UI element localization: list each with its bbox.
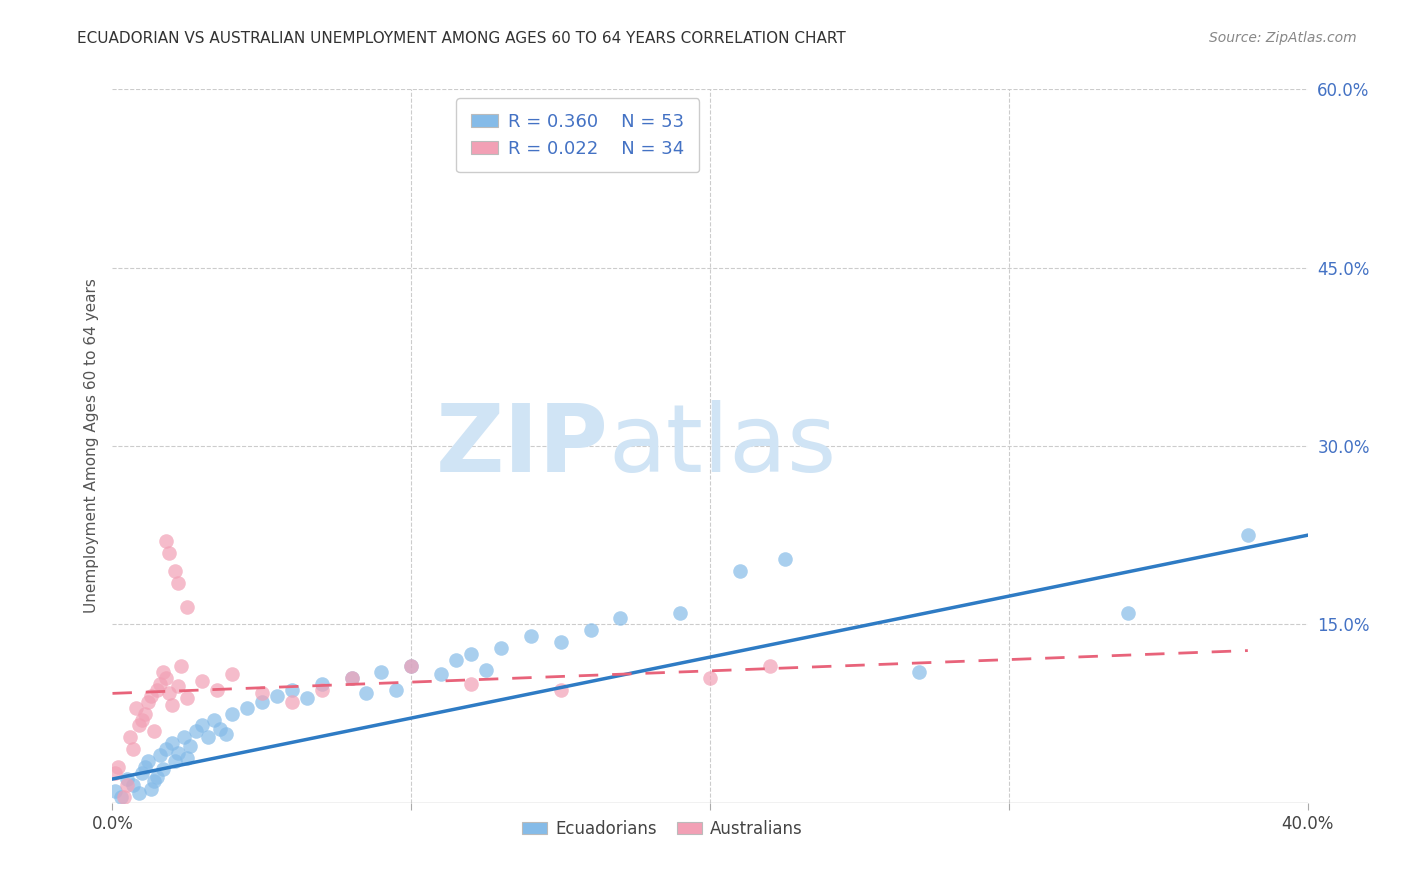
Point bbox=[385, 682, 408, 697]
Point bbox=[295, 691, 318, 706]
Point bbox=[311, 677, 333, 691]
Text: ZIP: ZIP bbox=[436, 400, 609, 492]
Point bbox=[205, 682, 228, 697]
Point bbox=[401, 659, 423, 673]
Point bbox=[167, 679, 190, 693]
Point bbox=[176, 599, 198, 614]
Point bbox=[520, 629, 543, 643]
Point bbox=[759, 659, 782, 673]
Y-axis label: Unemployment Among Ages 60 to 64 years: Unemployment Among Ages 60 to 64 years bbox=[83, 278, 98, 614]
Point bbox=[141, 689, 163, 703]
Point bbox=[728, 564, 751, 578]
Point bbox=[146, 682, 169, 697]
Point bbox=[155, 742, 177, 756]
Point bbox=[134, 760, 156, 774]
Point bbox=[460, 647, 482, 661]
Point bbox=[157, 546, 180, 560]
Point bbox=[236, 700, 259, 714]
Point bbox=[221, 706, 243, 721]
Point bbox=[131, 766, 153, 780]
Point bbox=[134, 706, 156, 721]
Point bbox=[281, 695, 304, 709]
Point bbox=[146, 770, 169, 784]
Point bbox=[669, 606, 692, 620]
Point bbox=[202, 713, 225, 727]
Point bbox=[152, 665, 174, 679]
Point bbox=[609, 611, 631, 625]
Point bbox=[152, 763, 174, 777]
Point bbox=[122, 778, 145, 792]
Point bbox=[165, 754, 187, 768]
Point bbox=[165, 564, 187, 578]
Point bbox=[773, 552, 796, 566]
Point bbox=[173, 731, 195, 745]
Point bbox=[110, 789, 132, 804]
Point bbox=[167, 746, 190, 760]
Point bbox=[191, 718, 214, 732]
Point bbox=[250, 695, 273, 709]
Point bbox=[104, 784, 127, 798]
Point bbox=[908, 665, 931, 679]
Point bbox=[266, 689, 288, 703]
Point bbox=[155, 671, 177, 685]
Point bbox=[215, 727, 238, 741]
Point bbox=[475, 663, 498, 677]
Point bbox=[125, 700, 148, 714]
Point bbox=[138, 754, 160, 768]
Point bbox=[162, 698, 183, 713]
Point bbox=[149, 748, 172, 763]
Point bbox=[155, 534, 177, 549]
Point bbox=[489, 641, 512, 656]
Point bbox=[120, 731, 142, 745]
Point bbox=[143, 774, 166, 789]
Point bbox=[221, 667, 243, 681]
Point bbox=[131, 713, 153, 727]
Point bbox=[176, 750, 198, 764]
Point bbox=[107, 760, 129, 774]
Text: Source: ZipAtlas.com: Source: ZipAtlas.com bbox=[1209, 31, 1357, 45]
Point bbox=[550, 682, 572, 697]
Point bbox=[176, 691, 198, 706]
Point bbox=[370, 665, 392, 679]
Point bbox=[157, 686, 180, 700]
Point bbox=[138, 695, 160, 709]
Point bbox=[128, 718, 150, 732]
Text: ECUADORIAN VS AUSTRALIAN UNEMPLOYMENT AMONG AGES 60 TO 64 YEARS CORRELATION CHAR: ECUADORIAN VS AUSTRALIAN UNEMPLOYMENT AM… bbox=[77, 31, 846, 46]
Point bbox=[340, 671, 363, 685]
Point bbox=[186, 724, 208, 739]
Point bbox=[197, 731, 219, 745]
Point bbox=[117, 772, 139, 786]
Point bbox=[356, 686, 378, 700]
Point bbox=[311, 682, 333, 697]
Point bbox=[430, 667, 453, 681]
Point bbox=[579, 624, 602, 638]
Point bbox=[162, 736, 183, 750]
Point bbox=[114, 789, 135, 804]
Point bbox=[281, 682, 304, 697]
Point bbox=[191, 674, 214, 689]
Point bbox=[699, 671, 721, 685]
Point bbox=[104, 766, 127, 780]
Point bbox=[550, 635, 572, 649]
Point bbox=[1237, 528, 1260, 542]
Point bbox=[149, 677, 172, 691]
Point bbox=[167, 575, 190, 590]
Point bbox=[209, 722, 232, 736]
Point bbox=[250, 686, 273, 700]
Point bbox=[179, 739, 201, 753]
Point bbox=[401, 659, 423, 673]
Point bbox=[143, 724, 166, 739]
Legend: Ecuadorians, Australians: Ecuadorians, Australians bbox=[515, 814, 810, 845]
Point bbox=[460, 677, 482, 691]
Point bbox=[444, 653, 467, 667]
Point bbox=[340, 671, 363, 685]
Point bbox=[128, 786, 150, 800]
Point bbox=[122, 742, 145, 756]
Text: atlas: atlas bbox=[609, 400, 837, 492]
Point bbox=[1118, 606, 1140, 620]
Point bbox=[170, 659, 193, 673]
Point bbox=[117, 778, 139, 792]
Point bbox=[141, 781, 163, 796]
